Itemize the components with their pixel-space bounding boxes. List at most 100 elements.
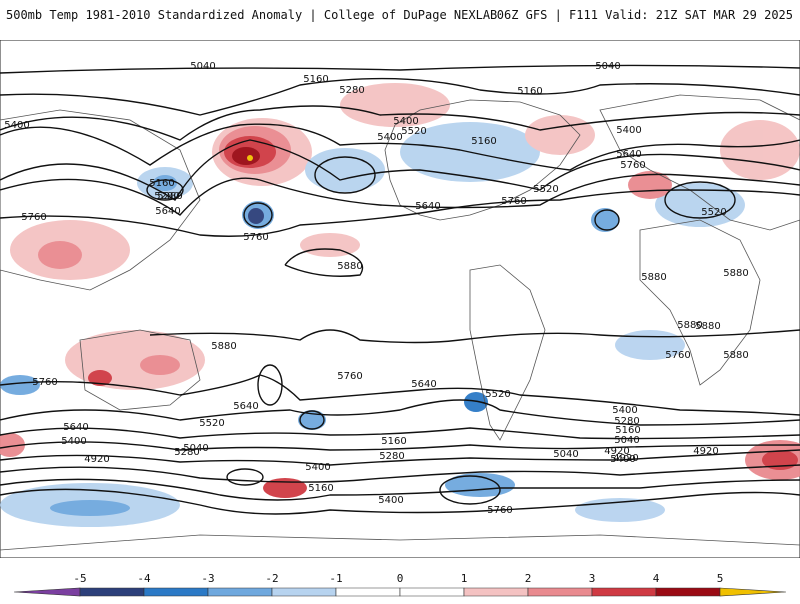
contour-label: 5760 bbox=[665, 350, 690, 361]
svg-text:5040: 5040 bbox=[183, 443, 208, 454]
contour-label: 4920 bbox=[613, 453, 638, 464]
colorbar-tick-label: 5 bbox=[717, 572, 724, 585]
svg-text:5280: 5280 bbox=[157, 191, 182, 202]
contour-label: 5640 bbox=[155, 206, 180, 217]
contour-closed-low bbox=[299, 410, 325, 430]
contour-label: 5640 bbox=[233, 401, 258, 412]
contour-label: 5160 bbox=[471, 136, 496, 147]
svg-text:5760: 5760 bbox=[21, 212, 46, 223]
warm-anomaly-area bbox=[38, 241, 82, 269]
warm-anomaly-area bbox=[88, 370, 112, 386]
contour-5280-south bbox=[0, 449, 800, 466]
svg-text:5400: 5400 bbox=[61, 436, 86, 447]
contour-label: 5880 bbox=[337, 261, 362, 272]
contour-label: 5160 bbox=[303, 74, 328, 85]
contour-label: 5160 bbox=[149, 178, 174, 189]
contour-label: 5640 bbox=[63, 422, 88, 433]
warm-anomaly-area bbox=[232, 147, 260, 165]
svg-text:5160: 5160 bbox=[517, 86, 542, 97]
warm-anomaly-area bbox=[720, 120, 800, 180]
svg-text:5760: 5760 bbox=[620, 160, 645, 171]
contour-label: 5280 bbox=[154, 191, 179, 202]
svg-text:5640: 5640 bbox=[63, 422, 88, 433]
contour-closed-low bbox=[226, 468, 264, 486]
colorbar-segment bbox=[79, 587, 145, 597]
colorbar-tick-label: 3 bbox=[589, 572, 596, 585]
contour-label: 5760 bbox=[243, 232, 268, 243]
svg-text:5280: 5280 bbox=[614, 416, 639, 427]
contour-label: 5880 bbox=[677, 320, 702, 331]
svg-text:5160: 5160 bbox=[308, 483, 333, 494]
svg-text:5760: 5760 bbox=[243, 232, 268, 243]
colorbar-segment bbox=[655, 587, 721, 597]
antarctica-outline bbox=[0, 534, 800, 551]
cold-anomaly-area bbox=[305, 148, 385, 192]
map-panel: 5040 5040 5160 5280 5160 5400 5400 5520 5400 5160… bbox=[0, 40, 800, 558]
svg-text:5880: 5880 bbox=[677, 320, 702, 331]
svg-text:5040: 5040 bbox=[190, 61, 215, 72]
contour-label: 4920 bbox=[693, 446, 718, 457]
contour-5640 bbox=[0, 173, 800, 216]
svg-text:5520: 5520 bbox=[401, 126, 426, 137]
header: 500mb Temp 1981-2010 Standardized Anomal… bbox=[0, 0, 800, 28]
colorbar-tick-label: -2 bbox=[265, 572, 278, 585]
warm-anomaly-area bbox=[140, 355, 180, 375]
contour-label: 5040 bbox=[595, 61, 620, 72]
svg-text:4920: 4920 bbox=[84, 454, 109, 465]
south-america-outline bbox=[469, 264, 546, 441]
cold-anomaly-area bbox=[615, 330, 685, 360]
svg-text:5400: 5400 bbox=[378, 495, 403, 506]
svg-text:5760: 5760 bbox=[32, 377, 57, 388]
svg-text:4920: 4920 bbox=[693, 446, 718, 457]
contour-label: 5400 bbox=[610, 454, 635, 465]
colorbar-segment bbox=[527, 587, 593, 597]
eurasia-outline-east bbox=[599, 94, 800, 231]
contour-label: 5400 bbox=[378, 495, 403, 506]
contour-closed-low bbox=[439, 475, 501, 505]
svg-text:5400: 5400 bbox=[616, 125, 641, 136]
contour-label: 5160 bbox=[517, 86, 542, 97]
contour-label: 5040 bbox=[190, 61, 215, 72]
warm-anomaly-peak bbox=[247, 155, 253, 161]
contour-label: 5400 bbox=[616, 125, 641, 136]
contour-label: 5400 bbox=[377, 132, 402, 143]
cold-anomaly-area bbox=[655, 183, 745, 227]
svg-text:5040: 5040 bbox=[553, 449, 578, 460]
colorbar-svg: -5 -4 -3 -2 -1 0 1 2 3 4 5 bbox=[13, 572, 787, 597]
svg-text:5880: 5880 bbox=[641, 272, 666, 283]
colorbar-segment bbox=[335, 587, 401, 597]
contour-label: 5760 bbox=[21, 212, 46, 223]
contour-label: 5880 bbox=[641, 272, 666, 283]
svg-text:4920: 4920 bbox=[613, 453, 638, 464]
contour-5760 bbox=[0, 189, 800, 237]
svg-text:5640: 5640 bbox=[233, 401, 258, 412]
svg-text:5040: 5040 bbox=[614, 435, 639, 446]
contour-label: 5520 bbox=[485, 389, 510, 400]
contour-label: 5760 bbox=[487, 505, 512, 516]
contour-label: 5880 bbox=[695, 321, 720, 332]
cold-anomaly-area bbox=[153, 175, 177, 191]
contour-label: 5280 bbox=[174, 447, 199, 458]
colorbar-segment bbox=[719, 587, 787, 597]
colorbar-segment bbox=[591, 587, 657, 597]
contour-label: 5280 bbox=[614, 416, 639, 427]
svg-text:5640: 5640 bbox=[616, 149, 641, 160]
warm-anomaly-area bbox=[300, 233, 360, 257]
svg-text:5760: 5760 bbox=[337, 371, 362, 382]
colorbar-tick-label: -3 bbox=[201, 572, 214, 585]
contour-label: 5280 bbox=[339, 85, 364, 96]
contour-label: 4920 bbox=[604, 446, 629, 457]
contour-label: 5640 bbox=[411, 379, 436, 390]
svg-text:5880: 5880 bbox=[723, 268, 748, 279]
contour-label: 5760 bbox=[337, 371, 362, 382]
svg-text:5520: 5520 bbox=[485, 389, 510, 400]
cold-anomaly-area bbox=[0, 375, 40, 395]
contour-5880-pacific bbox=[284, 248, 364, 277]
svg-text:5400: 5400 bbox=[4, 120, 29, 131]
colorbar-ticks: -5 -4 -3 -2 -1 0 1 2 3 4 5 bbox=[73, 572, 723, 585]
colorbar-tick-label: -4 bbox=[137, 572, 151, 585]
svg-text:5280: 5280 bbox=[154, 191, 179, 202]
warm-anomaly-area bbox=[340, 83, 450, 127]
contour-5040 bbox=[0, 64, 800, 74]
